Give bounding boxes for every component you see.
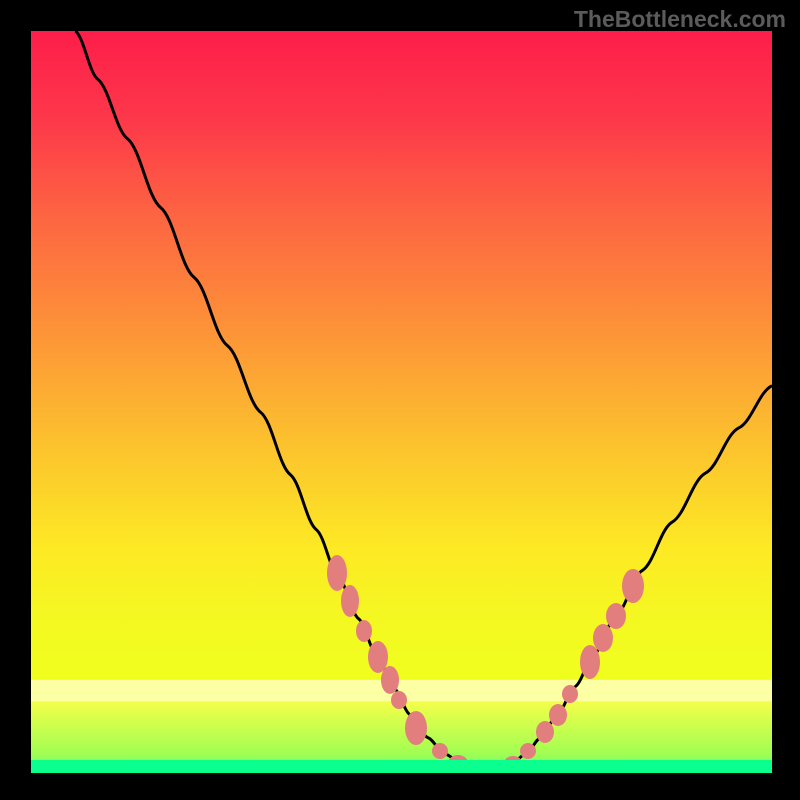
gradient-background — [31, 31, 772, 773]
data-marker — [562, 685, 578, 703]
watermark-text: TheBottleneck.com — [574, 6, 786, 33]
data-marker — [606, 603, 626, 629]
data-marker — [356, 620, 372, 642]
data-marker — [432, 743, 448, 759]
data-marker — [520, 743, 536, 759]
chart-root: TheBottleneck.com — [0, 0, 800, 800]
data-marker — [622, 569, 644, 603]
data-marker — [327, 555, 347, 591]
data-marker — [391, 691, 407, 709]
bottom-green-band — [31, 760, 772, 773]
data-marker — [341, 585, 359, 617]
data-marker — [536, 721, 554, 743]
data-marker — [405, 711, 427, 745]
data-marker — [381, 666, 399, 694]
plot-area — [31, 31, 772, 773]
data-marker — [593, 624, 613, 652]
data-marker — [549, 704, 567, 726]
